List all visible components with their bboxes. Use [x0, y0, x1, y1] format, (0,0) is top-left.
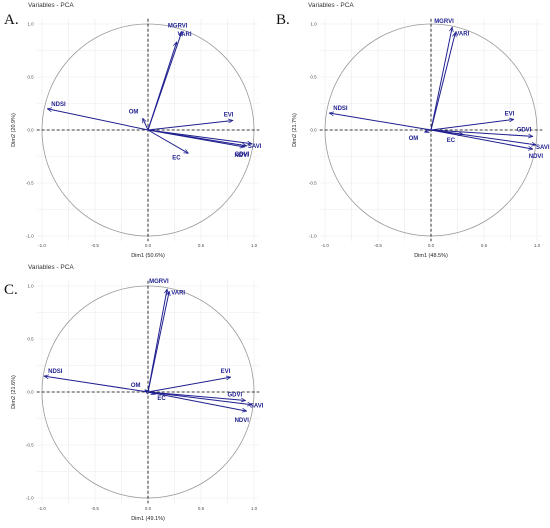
x-tick-label: -0.5: [91, 243, 99, 248]
x-tick-label: 1.0: [534, 243, 541, 248]
y-tick-label: -0.5: [26, 181, 34, 186]
y-tick-label: -1.0: [309, 234, 317, 239]
vector-arrow-om: [142, 118, 149, 131]
x-tick-label: 0.5: [198, 506, 205, 511]
vector-label-om: OM: [131, 383, 141, 389]
vector-label-ec: EC: [447, 138, 456, 144]
vector-arrow-ndsi: [44, 376, 149, 393]
y-tick-label: 1.0: [27, 22, 34, 27]
vector-arrow-vari: [147, 42, 177, 131]
y-tick-label: -1.0: [26, 234, 34, 239]
x-tick-label: 1.0: [251, 506, 258, 511]
vector-label-ndvi: NDVI: [234, 153, 249, 159]
vector-label-gdvi: GDVI: [517, 127, 532, 133]
y-tick-label: 0.5: [310, 75, 317, 80]
x-tick-label: -1.0: [38, 243, 46, 248]
y-tick-label: -0.5: [26, 443, 34, 448]
chart-title: Variables - PCA: [308, 2, 354, 9]
chart-title: Variables - PCA: [28, 264, 74, 271]
vector-label-savi: SAVI: [536, 145, 550, 151]
y-tick-label: 0.0: [310, 128, 317, 133]
x-axis-label: Dim1 (48.5%): [414, 253, 448, 259]
vector-arrow-ec: [430, 129, 463, 134]
vector-arrow-ndsi: [329, 113, 432, 131]
vector-label-om: OM: [129, 109, 139, 115]
y-tick-label: 0.0: [27, 128, 34, 133]
x-tick-label: 0.5: [481, 243, 488, 248]
y-axis-label: Dim2 (20.9%): [11, 113, 17, 147]
vector-label-ndvi: NDVI: [235, 418, 250, 424]
vector-arrow-mgrvi: [430, 27, 452, 131]
vector-arrow-vari: [147, 291, 169, 393]
vector-arrow-om: [425, 130, 432, 132]
vector-label-vari: VARI: [455, 31, 469, 37]
vector-arrow-om: [145, 390, 148, 392]
vector-label-ndsi: NDSI: [51, 102, 66, 108]
vector-arrow-vari: [430, 32, 455, 131]
vector-label-evi: EVI: [505, 111, 515, 117]
vector-arrow-ndvi: [430, 129, 533, 149]
panel-label: C.: [4, 282, 18, 298]
x-tick-label: 0.0: [428, 243, 435, 248]
x-tick-label: -1.0: [321, 243, 329, 248]
x-tick-label: 1.0: [251, 243, 258, 248]
y-axis-label: Dim2 (21.7%): [292, 113, 298, 147]
y-tick-label: -1.0: [26, 496, 34, 501]
vector-label-ec: EC: [172, 155, 181, 161]
vector-arrow-savi: [147, 391, 252, 405]
y-tick-label: -0.5: [309, 181, 317, 186]
vector-arrow-ec: [147, 129, 188, 153]
x-tick-label: 0.0: [145, 243, 152, 248]
vector-label-ndsi: NDSI: [333, 106, 348, 112]
panel-label: A.: [4, 12, 19, 28]
x-tick-label: 0.0: [145, 506, 152, 511]
x-tick-label: 0.5: [198, 243, 205, 248]
vector-label-ndvi: NDVI: [529, 154, 544, 160]
vector-label-mgrvi: MGRVI: [149, 279, 169, 285]
x-tick-label: -0.5: [91, 506, 99, 511]
vector-label-mgrvi: MGRVI: [434, 19, 454, 25]
vector-label-gdvi: GDVI: [235, 152, 250, 158]
y-tick-label: 1.0: [27, 284, 34, 289]
y-tick-label: 0.5: [27, 75, 34, 80]
vector-label-mgrvi: MGRVI: [168, 23, 188, 29]
vector-label-ec: EC: [157, 396, 166, 402]
vector-label-vari: VARI: [171, 290, 185, 296]
vector-arrow-evi: [147, 377, 231, 393]
x-tick-label: -1.0: [38, 506, 46, 511]
vector-arrow-ndvi: [147, 391, 247, 411]
y-tick-label: 0.0: [27, 390, 34, 395]
panel-label: B.: [276, 12, 290, 28]
pca-panel-3: -1.0 -1.0 -0.5 -0.5 0.0 0.0 0.5 0.5 1.0 1.0 Dim1 (…: [4, 264, 264, 522]
y-tick-label: 1.0: [310, 22, 317, 27]
y-tick-label: 0.5: [27, 337, 34, 342]
vector-arrow-gdvi: [147, 391, 246, 400]
vector-arrow-evi: [430, 119, 514, 131]
vector-arrow-ndvi: [147, 129, 244, 147]
vector-label-savi: SAVI: [248, 144, 262, 150]
chart-title: Variables - PCA: [28, 2, 74, 9]
vector-arrow-ndsi: [47, 109, 149, 131]
y-axis-label: Dim2 (21.6%): [11, 375, 17, 409]
x-axis-label: Dim1 (49.1%): [131, 516, 165, 522]
vector-label-evi: EVI: [221, 369, 231, 375]
vector-label-vari: VARI: [178, 32, 192, 38]
vector-label-evi: EVI: [224, 112, 234, 118]
vector-label-om: OM: [409, 136, 419, 142]
vector-arrow-gdvi: [430, 129, 533, 136]
pca-panel-2: -1.0 -1.0 -0.5 -0.5 0.0 0.0 0.5 0.5 1.0 1.0 Dim1 (…: [276, 2, 550, 259]
vector-label-savi: SAVI: [250, 404, 264, 410]
vector-arrow-evi: [147, 120, 233, 131]
vector-label-gdvi: GDVI: [228, 392, 243, 398]
pca-panel-1: -1.0 -1.0 -0.5 -0.5 0.0 0.0 0.5 0.5 1.0 1.0 Dim1 (…: [4, 2, 262, 259]
x-axis-label: Dim1 (50.6%): [131, 253, 165, 259]
x-tick-label: -0.5: [374, 243, 382, 248]
vector-label-ndsi: NDSI: [48, 369, 63, 375]
